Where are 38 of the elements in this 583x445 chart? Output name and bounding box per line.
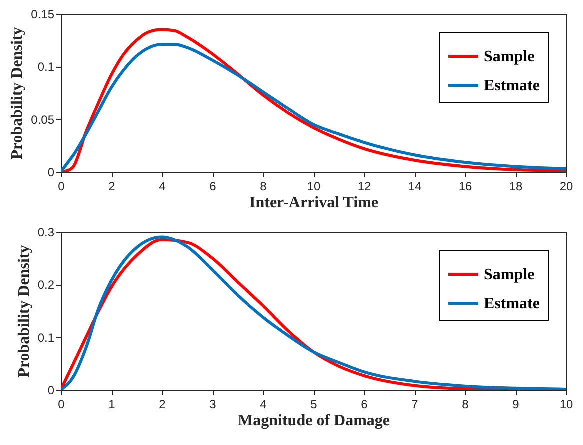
- x-tick-label: 2: [108, 180, 116, 194]
- x-tick-label: 8: [260, 180, 268, 194]
- y-tick-label: 0: [48, 384, 55, 398]
- x-axis-title: Inter-Arrival Time: [249, 194, 379, 212]
- x-tick-label: 14: [408, 180, 422, 194]
- x-tick-label: 1: [108, 398, 116, 412]
- y-tick-label: 0.1: [38, 330, 55, 345]
- x-tick-label: 5: [310, 398, 318, 412]
- x-tick-label: 4: [159, 180, 166, 194]
- x-tick-label: 16: [458, 180, 472, 194]
- y-tick-label: 0.3: [38, 226, 55, 240]
- y-axis-title: Probability Density: [16, 245, 33, 378]
- y-tick-label: 0.15: [31, 8, 55, 22]
- legend-label: Sample: [484, 48, 535, 66]
- x-axis-title: Magnitude of Damage: [238, 412, 390, 430]
- y-tick-label: 0.2: [38, 278, 55, 292]
- x-tick-label: 4: [260, 398, 268, 412]
- legend-label: Estmate: [484, 296, 540, 312]
- x-tick-label: 20: [560, 180, 574, 194]
- legend-label: Estmate: [484, 78, 540, 94]
- x-tick-label: 6: [210, 180, 217, 194]
- x-tick-label: 10: [307, 180, 321, 194]
- x-tick-label: 6: [361, 398, 368, 412]
- x-tick-label: 0: [58, 398, 66, 412]
- x-tick-label: 10: [560, 398, 574, 412]
- y-tick-label: 0.05: [31, 112, 55, 127]
- y-tick-label: 0.1: [38, 60, 55, 74]
- x-tick-label: 12: [358, 180, 372, 194]
- x-tick-label: 18: [509, 180, 523, 194]
- x-tick-label: 0: [58, 180, 66, 194]
- y-tick-label: 0: [48, 166, 55, 180]
- x-tick-label: 9: [512, 398, 520, 412]
- x-tick-label: 3: [210, 398, 217, 412]
- x-tick-label: 2: [159, 398, 166, 412]
- x-tick-label: 8: [462, 398, 470, 412]
- x-tick-label: 7: [412, 398, 419, 412]
- legend-label: Sample: [484, 266, 535, 284]
- y-axis-title: Probability Density: [9, 27, 26, 160]
